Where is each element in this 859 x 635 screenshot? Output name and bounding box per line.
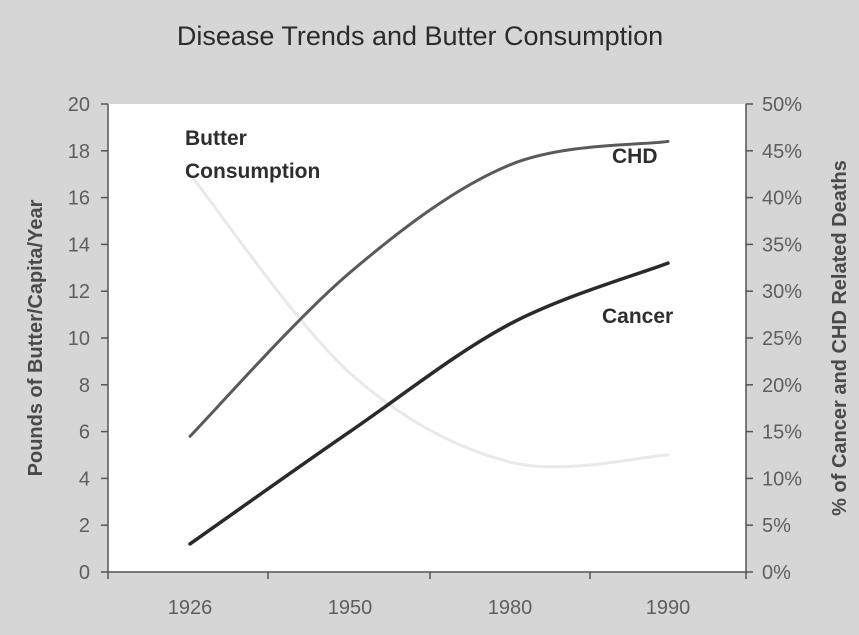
right-tick-label: 15% — [762, 422, 802, 444]
left-tick-label: 2 — [79, 515, 90, 537]
butter-label-line1: Butter — [185, 127, 247, 150]
right-tick-label: 45% — [762, 141, 802, 163]
right-tick-label: 40% — [762, 188, 802, 210]
chd-label: CHD — [612, 145, 658, 168]
right-tick-label: 20% — [762, 375, 802, 397]
x-axis-ticks: 1926 1950 1980 1990 — [107, 572, 747, 619]
left-tick-label: 4 — [79, 468, 90, 490]
left-tick-label: 20 — [68, 94, 90, 116]
left-tick-label: 6 — [79, 422, 90, 444]
left-tick-label: 10 — [68, 328, 90, 350]
left-axis-ticks: 0 2 4 6 8 10 12 14 16 18 20 — [68, 94, 108, 584]
left-tick-label: 12 — [68, 281, 90, 303]
x-tick-label: 1990 — [646, 597, 691, 619]
left-tick-label: 18 — [68, 141, 90, 163]
cancer-line — [188, 261, 670, 546]
right-tick-label: 50% — [762, 94, 802, 116]
butter-consumption-line — [188, 172, 670, 469]
x-tick-label: 1926 — [168, 597, 213, 619]
butter-label-line2: Consumption — [185, 160, 320, 183]
plot-area — [108, 104, 746, 572]
chd-line — [188, 139, 670, 438]
right-tick-label: 0% — [762, 562, 791, 584]
x-tick-label: 1950 — [328, 597, 373, 619]
right-tick-label: 35% — [762, 234, 802, 256]
left-tick-label: 14 — [68, 234, 90, 256]
right-tick-label: 30% — [762, 281, 802, 303]
right-tick-label: 25% — [762, 328, 802, 350]
left-tick-label: 0 — [79, 562, 90, 584]
chart-title: Disease Trends and Butter Consumption — [177, 21, 663, 51]
series-layer — [188, 139, 670, 546]
right-tick-label: 10% — [762, 468, 802, 490]
right-axis-ticks: 0% 5% 10% 15% 20% 25% 30% 35% 40% 45% 50% — [746, 94, 802, 584]
left-tick-label: 16 — [68, 188, 90, 210]
right-axis-title: % of Cancer and CHD Related Deaths — [829, 160, 851, 516]
left-axis-title: Pounds of Butter/Capita/Year — [25, 199, 47, 476]
cancer-label: Cancer — [602, 305, 673, 328]
x-tick-label: 1980 — [488, 597, 533, 619]
right-tick-label: 5% — [762, 515, 791, 537]
left-tick-label: 8 — [79, 375, 90, 397]
